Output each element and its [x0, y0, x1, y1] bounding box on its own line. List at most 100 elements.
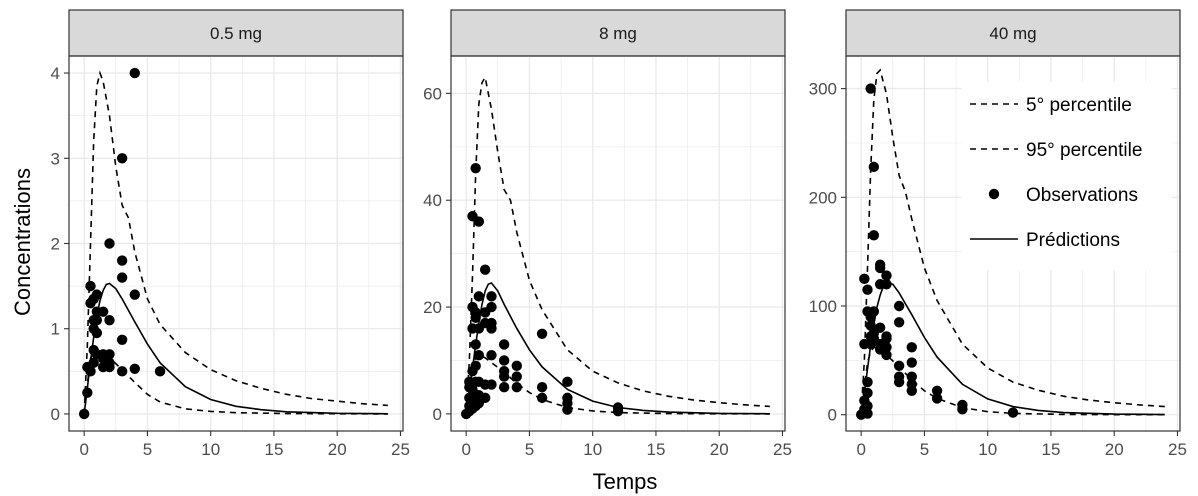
y-tick-label: 0 — [51, 405, 60, 424]
y-tick-label: 0 — [433, 405, 442, 424]
series-line-5th-percentile — [465, 354, 770, 415]
y-tick-label: 200 — [809, 188, 837, 207]
observation-point — [91, 327, 103, 339]
panel-data — [78, 67, 388, 420]
observation-point — [486, 291, 497, 302]
observation-point — [868, 161, 880, 173]
series-line-95th-percentile — [465, 75, 770, 414]
x-tick-label: 15 — [1041, 440, 1060, 459]
series-line-95th-percentile — [860, 68, 1165, 415]
y-tick-label: 40 — [423, 191, 442, 210]
x-tick-label: 20 — [1105, 440, 1124, 459]
x-tick-label: 0 — [461, 440, 470, 459]
observation-point — [862, 376, 873, 388]
x-tick-label: 25 — [773, 440, 792, 459]
legend-item: 95° percentile — [970, 140, 1142, 161]
observation-point — [511, 381, 522, 393]
observation-point — [91, 315, 103, 326]
x-tick-label: 10 — [583, 440, 602, 459]
series-line-predictions — [465, 282, 770, 415]
observation-point — [116, 272, 128, 283]
y-tick-label: 1 — [51, 320, 60, 339]
x-tick-label: 20 — [328, 440, 347, 459]
y-tick-label: 3 — [51, 149, 60, 168]
observation-point — [1007, 407, 1019, 418]
panel-0: 0.5 mg 0 5 10 15 20 25 0 1 2 3 4 — [51, 9, 410, 459]
observation-point — [498, 365, 510, 377]
y-tick-label: 20 — [423, 298, 442, 317]
observation-point — [470, 307, 481, 318]
observation-point — [893, 371, 905, 382]
x-tick-label: 0 — [856, 440, 865, 459]
x-tick-label: 5 — [920, 440, 929, 459]
panel-1: 8 mg 0 5 10 15 20 25 0 20 40 60 — [423, 9, 792, 459]
observation-point — [931, 393, 943, 404]
observation-point — [862, 387, 873, 399]
observation-point — [479, 264, 491, 275]
observation-point — [116, 334, 128, 346]
observation-point — [881, 279, 892, 290]
observation-point — [881, 342, 892, 353]
observation-point — [154, 366, 166, 377]
observation-point — [85, 366, 96, 377]
legend: 5° percentile 95° percentile Observations P… — [962, 82, 1172, 270]
series-line-95th-percentile — [83, 70, 388, 414]
series-line-5th-percentile — [860, 346, 1165, 416]
legend-label: 5° percentile — [1026, 95, 1132, 116]
observation-point — [536, 381, 548, 393]
y-tick-label: 300 — [809, 80, 837, 99]
x-tick-label: 0 — [79, 440, 88, 459]
observation-point — [129, 289, 140, 300]
observation-point — [473, 216, 485, 227]
x-tick-label: 15 — [264, 440, 283, 459]
observation-point — [91, 289, 103, 300]
observation-point — [104, 238, 115, 249]
legend-label: 95° percentile — [1026, 140, 1142, 161]
observation-point — [881, 270, 892, 281]
x-tick-label: 25 — [1168, 440, 1187, 459]
observation-point — [536, 328, 548, 339]
observation-point — [868, 230, 880, 241]
series-line-predictions — [860, 282, 1165, 416]
observation-point — [612, 402, 624, 413]
legend-label: Prédictions — [1026, 230, 1120, 251]
observation-point — [479, 392, 491, 404]
panel-2: 40 mg 0 5 10 15 20 25 0 100 200 300 — [809, 9, 1187, 459]
x-tick-label: 15 — [646, 440, 665, 459]
observation-point — [511, 360, 522, 372]
observation-point — [562, 392, 573, 404]
panel-strip — [450, 9, 786, 57]
x-tick-label: 5 — [525, 440, 534, 459]
observation-point — [536, 392, 548, 404]
panel-strip — [845, 9, 1181, 57]
observation-point — [104, 357, 115, 369]
y-tick-label: 0 — [828, 406, 837, 425]
x-axis-title: Temps — [593, 469, 658, 494]
observation-point — [498, 355, 510, 366]
series-line-predictions — [83, 282, 388, 415]
observation-point — [486, 301, 497, 313]
observation-point — [104, 315, 115, 326]
panel-title: 0.5 mg — [210, 24, 262, 43]
observation-point — [486, 349, 497, 361]
legend-item: Observations — [988, 185, 1138, 206]
legend-item: Prédictions — [970, 230, 1120, 251]
observation-point — [562, 376, 573, 388]
y-tick-label: 4 — [51, 64, 60, 83]
y-tick-label: 60 — [423, 84, 442, 103]
observation-point — [498, 381, 510, 393]
y-tick-label: 100 — [809, 297, 837, 316]
observation-point — [486, 379, 497, 390]
observation-point — [906, 379, 917, 390]
panel-strip — [68, 9, 404, 57]
observation-point — [893, 317, 905, 328]
observation-point — [906, 357, 917, 368]
panel-border — [450, 55, 786, 432]
observation-point — [511, 371, 522, 382]
observation-point — [486, 317, 497, 329]
observation-point — [859, 273, 870, 285]
panel-border — [845, 55, 1181, 432]
